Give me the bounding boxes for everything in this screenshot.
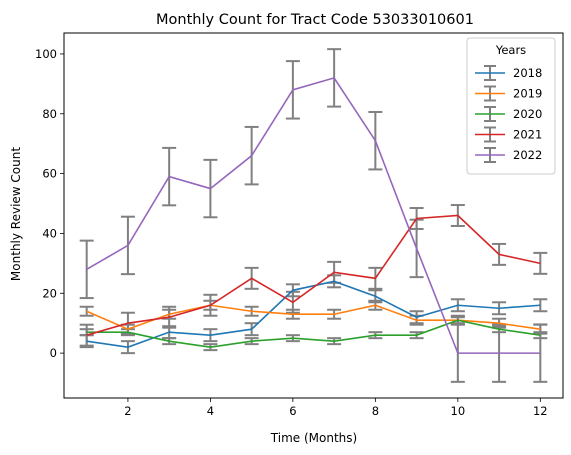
series-line-2018 <box>86 280 541 348</box>
legend-handle-2021 <box>475 126 505 143</box>
legend-label-2018: 2018 <box>513 66 542 80</box>
y-tick-label: 20 <box>42 286 57 300</box>
axes-frame <box>63 32 564 399</box>
legend-handle-2019 <box>475 85 505 102</box>
legend: Years 2018 2019 2020 2021 2022 <box>466 37 556 175</box>
y-tick-label: 100 <box>35 47 57 61</box>
y-tick-label: 0 <box>50 346 57 360</box>
series-line-2020 <box>86 319 541 348</box>
legend-label-2021: 2021 <box>513 128 542 142</box>
series-line-2019 <box>86 304 541 331</box>
series-line-2022 <box>86 76 541 354</box>
x-tick-label: 10 <box>451 404 466 418</box>
x-tick-label: 8 <box>372 404 379 418</box>
x-tick-label: 2 <box>124 404 131 418</box>
legend-handle-2018 <box>475 65 505 81</box>
y-tick-label: 80 <box>42 107 57 121</box>
x-tick-label: 12 <box>533 404 548 418</box>
x-tick-label: 4 <box>207 404 214 418</box>
plot-area <box>79 48 548 383</box>
legend-title: Years <box>495 43 526 57</box>
legend-label-2022: 2022 <box>513 148 542 162</box>
y-tick-label: 40 <box>42 226 57 240</box>
chart-title: Monthly Count for Tract Code 53033010601 <box>156 12 474 28</box>
legend-label-2019: 2019 <box>513 87 542 101</box>
x-tick-label: 6 <box>289 404 296 418</box>
legend-handle-2022 <box>475 147 505 163</box>
x-axis-label: Time (Months) <box>270 431 357 445</box>
y-tick-label: 60 <box>42 167 57 181</box>
legend-label-2020: 2020 <box>513 107 542 121</box>
legend-handle-2020 <box>475 106 505 122</box>
y-axis-label: Monthly Review Count <box>9 147 23 281</box>
series-line-2021 <box>86 214 541 336</box>
